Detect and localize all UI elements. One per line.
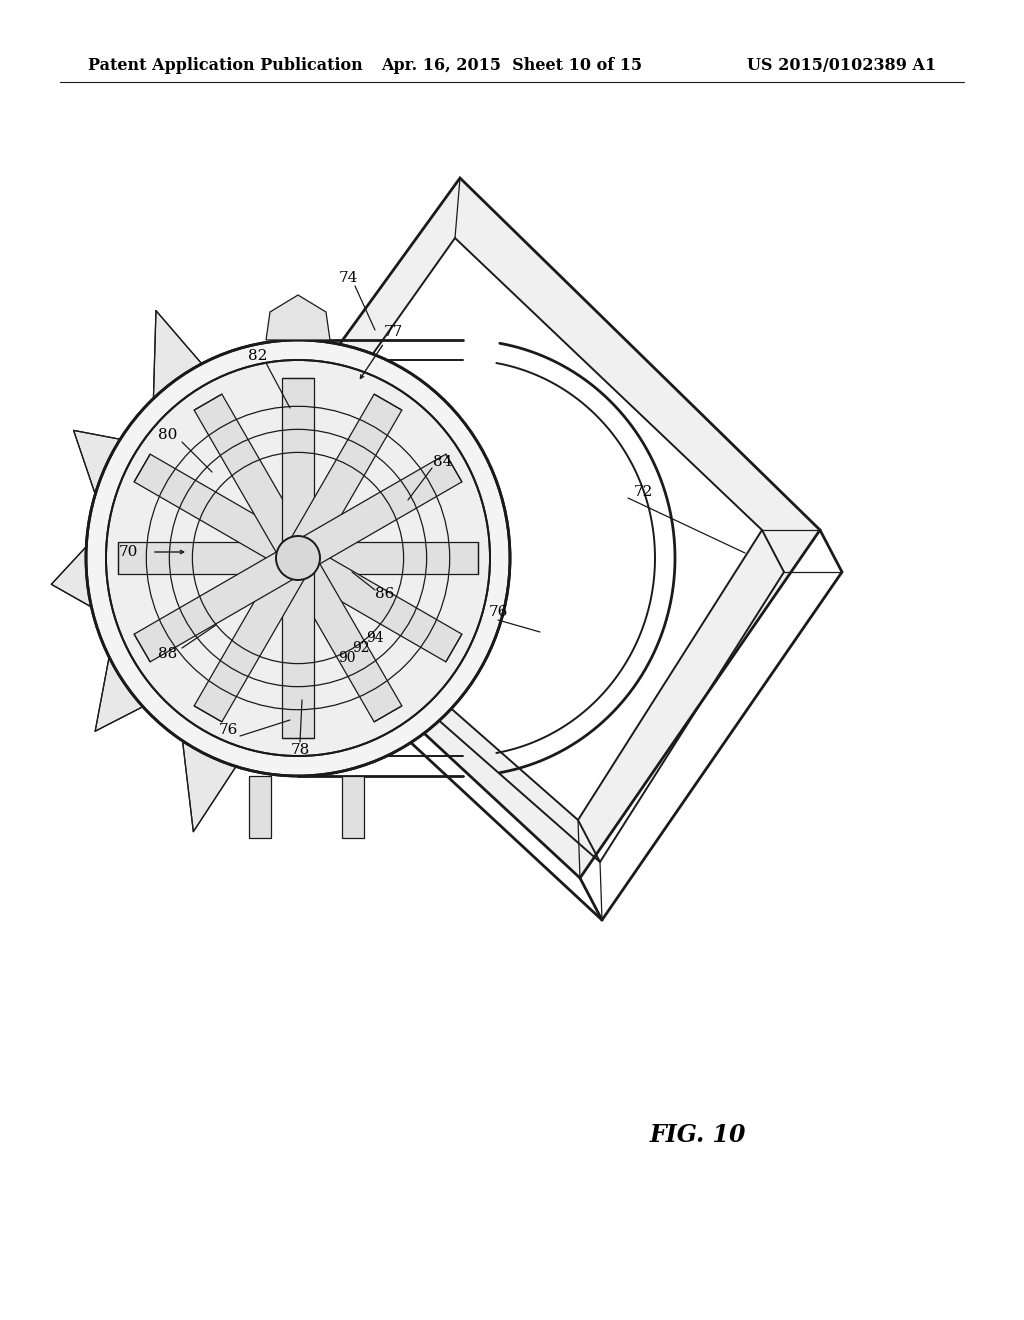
Ellipse shape xyxy=(86,341,510,776)
Text: Apr. 16, 2015  Sheet 10 of 15: Apr. 16, 2015 Sheet 10 of 15 xyxy=(381,57,643,74)
Polygon shape xyxy=(324,747,381,775)
Text: 84: 84 xyxy=(433,455,453,469)
Text: 77: 77 xyxy=(383,325,402,339)
Polygon shape xyxy=(482,455,506,512)
Polygon shape xyxy=(266,294,330,341)
Polygon shape xyxy=(411,374,456,412)
Text: US 2015/0102389 A1: US 2015/0102389 A1 xyxy=(746,57,936,74)
Text: 94: 94 xyxy=(367,631,384,645)
Polygon shape xyxy=(51,546,91,607)
Polygon shape xyxy=(426,689,467,733)
Polygon shape xyxy=(342,776,364,838)
Polygon shape xyxy=(134,454,462,661)
Polygon shape xyxy=(95,657,143,731)
Text: Patent Application Publication: Patent Application Publication xyxy=(88,57,362,74)
Text: 72: 72 xyxy=(633,484,652,499)
Text: 74: 74 xyxy=(338,271,357,285)
Text: 78: 78 xyxy=(291,743,309,756)
Polygon shape xyxy=(282,378,314,738)
Polygon shape xyxy=(74,430,120,494)
Text: 82: 82 xyxy=(248,348,267,363)
Text: 76: 76 xyxy=(218,723,238,737)
Polygon shape xyxy=(205,178,820,878)
Ellipse shape xyxy=(276,536,319,579)
Polygon shape xyxy=(195,395,401,722)
Text: 92: 92 xyxy=(352,642,370,655)
Text: 86: 86 xyxy=(376,587,394,601)
Polygon shape xyxy=(249,776,271,838)
Text: FIG. 10: FIG. 10 xyxy=(650,1123,746,1147)
Text: 76: 76 xyxy=(488,605,508,619)
Polygon shape xyxy=(182,741,236,832)
Text: 70: 70 xyxy=(119,545,137,558)
Text: 88: 88 xyxy=(159,647,177,661)
Polygon shape xyxy=(154,310,202,399)
Polygon shape xyxy=(118,543,478,574)
Text: 80: 80 xyxy=(159,428,178,442)
Polygon shape xyxy=(195,395,401,722)
Polygon shape xyxy=(248,238,762,820)
Polygon shape xyxy=(487,585,509,643)
Ellipse shape xyxy=(106,360,490,756)
Polygon shape xyxy=(134,454,462,661)
Text: 90: 90 xyxy=(338,651,355,665)
